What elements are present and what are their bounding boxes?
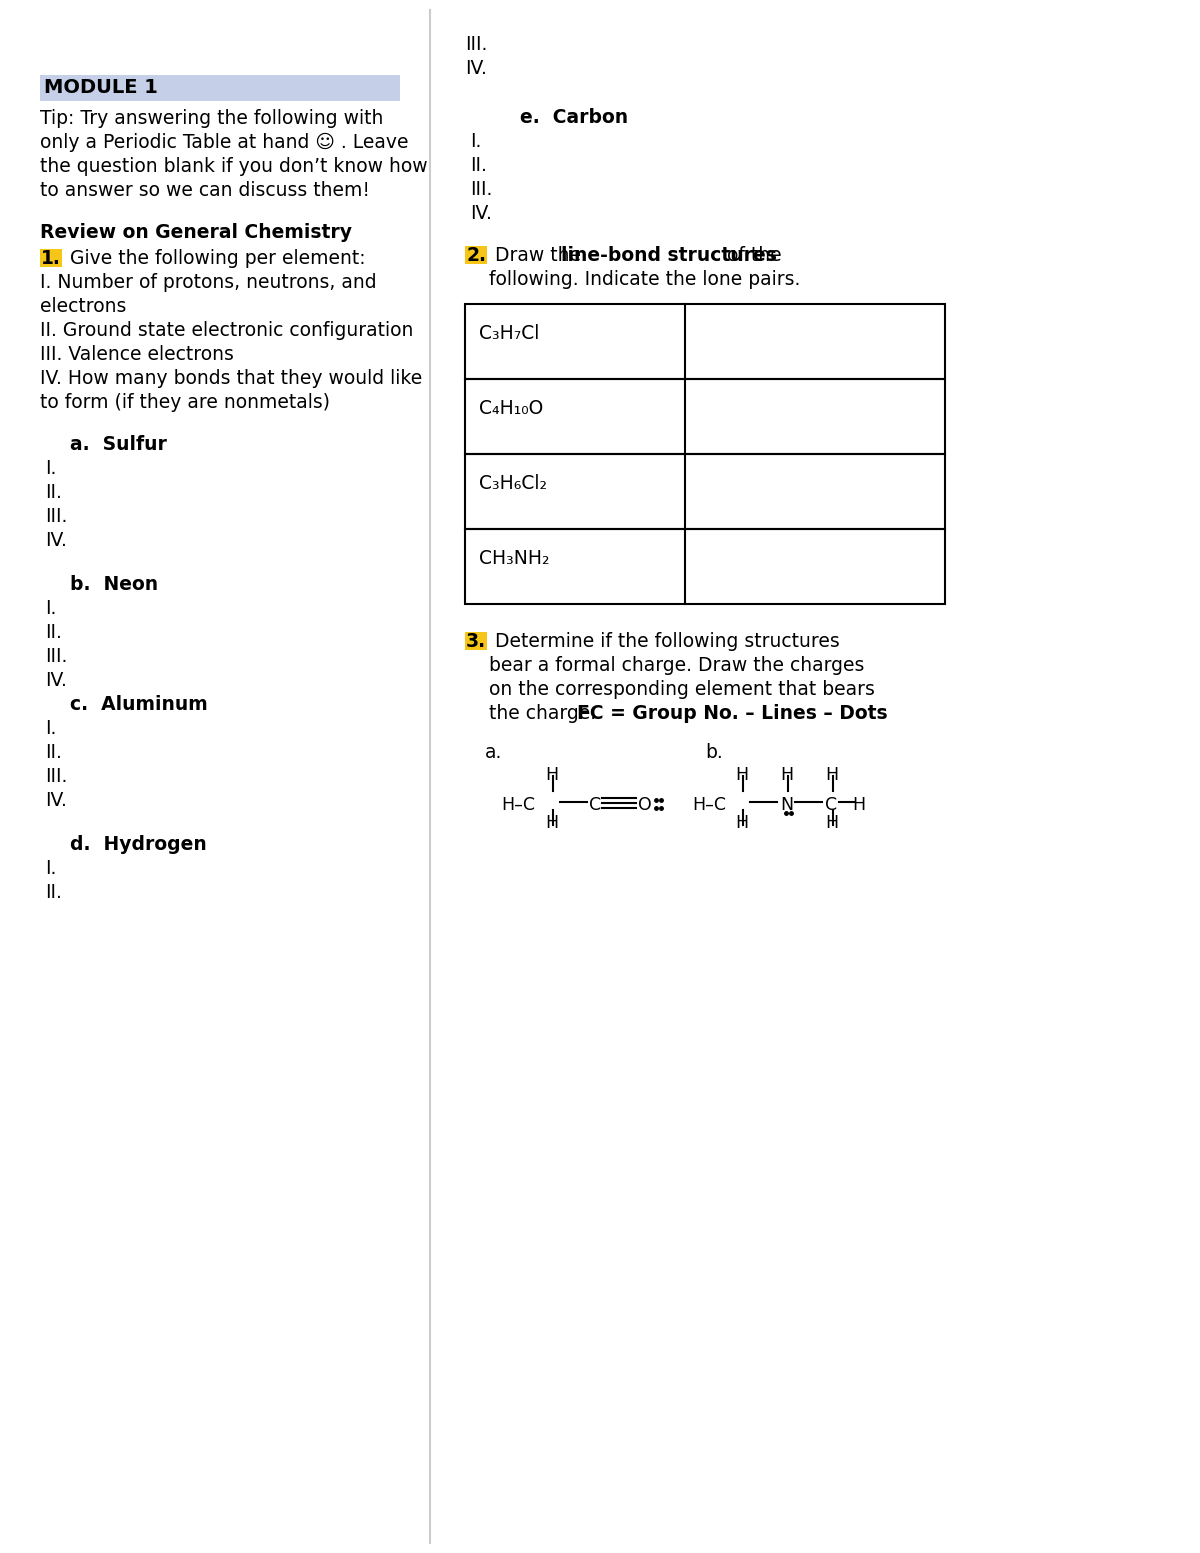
Text: III.: III.	[46, 648, 67, 666]
Text: III. Valence electrons: III. Valence electrons	[40, 345, 234, 363]
Text: to answer so we can discuss them!: to answer so we can discuss them!	[40, 182, 370, 200]
Text: only a Periodic Table at hand ☺ . Leave: only a Periodic Table at hand ☺ . Leave	[40, 134, 408, 152]
Text: C₃H₆Cl₂: C₃H₆Cl₂	[479, 474, 547, 492]
Text: III.: III.	[470, 180, 492, 199]
Text: H–C: H–C	[502, 797, 535, 814]
Text: Tip: Try answering the following with: Tip: Try answering the following with	[40, 109, 383, 127]
Text: II.: II.	[470, 155, 487, 175]
Bar	[466, 304, 946, 379]
Text: I.: I.	[46, 599, 56, 618]
Text: IV.: IV.	[466, 59, 487, 78]
Text: II.: II.	[46, 483, 62, 502]
FancyBboxPatch shape	[466, 632, 487, 651]
Text: I.: I.	[46, 719, 56, 738]
Text: IV.: IV.	[46, 671, 67, 690]
Text: H: H	[826, 814, 838, 832]
Text: I.: I.	[46, 460, 56, 478]
Text: the question blank if you don’t know how: the question blank if you don’t know how	[40, 157, 427, 175]
Text: FC = Group No. – Lines – Dots: FC = Group No. – Lines – Dots	[577, 704, 888, 724]
Text: III.: III.	[466, 36, 487, 54]
Text: C₄H₁₀O: C₄H₁₀O	[479, 399, 544, 418]
Text: III.: III.	[46, 506, 67, 526]
Text: H–C: H–C	[692, 797, 726, 814]
Text: IV.: IV.	[46, 790, 67, 811]
Text: line-bond structures: line-bond structures	[562, 245, 776, 266]
Text: C: C	[826, 797, 838, 814]
Text: IV. How many bonds that they would like: IV. How many bonds that they would like	[40, 370, 422, 388]
Text: a.  Sulfur: a. Sulfur	[70, 435, 167, 453]
Text: N: N	[780, 797, 793, 814]
Text: H: H	[780, 766, 793, 784]
Text: H: H	[734, 814, 748, 832]
Text: H: H	[545, 766, 558, 784]
Text: b.  Neon: b. Neon	[70, 575, 158, 593]
Bar	[466, 530, 946, 604]
Text: MODULE 1: MODULE 1	[44, 78, 158, 96]
Text: Determine if the following structures: Determine if the following structures	[490, 632, 840, 651]
FancyBboxPatch shape	[466, 245, 487, 264]
Text: H: H	[545, 814, 558, 832]
Text: IV.: IV.	[46, 531, 67, 550]
Text: II. Ground state electronic configuration: II. Ground state electronic configuratio…	[40, 321, 413, 340]
Text: following. Indicate the lone pairs.: following. Indicate the lone pairs.	[490, 270, 800, 289]
Text: 3.: 3.	[466, 632, 486, 651]
Text: CH₃NH₂: CH₃NH₂	[479, 550, 550, 568]
FancyBboxPatch shape	[40, 248, 62, 267]
Text: III.: III.	[46, 767, 67, 786]
Text: a.: a.	[485, 742, 503, 763]
Text: 2.: 2.	[466, 245, 486, 266]
Text: electrons: electrons	[40, 297, 126, 315]
Bar	[466, 453, 946, 530]
FancyBboxPatch shape	[40, 75, 400, 101]
Text: on the corresponding element that bears: on the corresponding element that bears	[490, 680, 875, 699]
Text: d.  Hydrogen: d. Hydrogen	[70, 836, 206, 854]
Text: to form (if they are nonmetals): to form (if they are nonmetals)	[40, 393, 330, 412]
Text: c.  Aluminum: c. Aluminum	[70, 696, 208, 714]
Text: H: H	[734, 766, 748, 784]
Text: C₃H₇Cl: C₃H₇Cl	[479, 325, 539, 343]
Text: Review on General Chemistry: Review on General Chemistry	[40, 224, 352, 242]
Text: I. Number of protons, neutrons, and: I. Number of protons, neutrons, and	[40, 273, 377, 292]
Text: II.: II.	[46, 742, 62, 763]
Text: O: O	[638, 797, 652, 814]
Text: Give the following per element:: Give the following per element:	[64, 248, 366, 269]
Text: b.: b.	[706, 742, 722, 763]
Text: II.: II.	[46, 884, 62, 902]
Text: the charge.: the charge.	[490, 704, 596, 724]
Text: Draw the: Draw the	[490, 245, 587, 266]
Text: bear a formal charge. Draw the charges: bear a formal charge. Draw the charges	[490, 655, 864, 676]
Text: I.: I.	[46, 859, 56, 877]
Text: e.  Carbon: e. Carbon	[520, 109, 628, 127]
Bar	[466, 379, 946, 453]
Text: of the: of the	[721, 245, 781, 266]
Text: I.: I.	[470, 132, 481, 151]
Text: C: C	[589, 797, 601, 814]
Text: IV.: IV.	[470, 203, 492, 224]
Text: II.: II.	[46, 623, 62, 641]
Text: H: H	[852, 797, 865, 814]
Text: 1.: 1.	[41, 248, 61, 269]
Text: H: H	[826, 766, 838, 784]
